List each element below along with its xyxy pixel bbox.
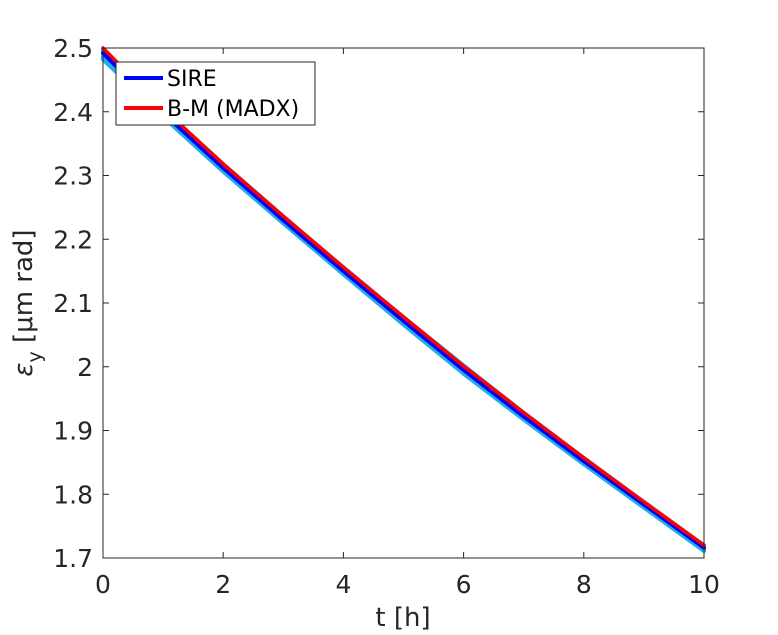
series-layer <box>101 46 706 550</box>
x-tick-label-2: 4 <box>335 570 351 599</box>
tick-marks <box>102 47 705 559</box>
y-tick-label-6: 2.3 <box>53 162 93 191</box>
data-point-b-m-madx-5 <box>401 315 406 319</box>
data-point-sire-6 <box>462 368 466 372</box>
data-point-sire-4 <box>341 269 345 273</box>
legend-box <box>115 61 316 126</box>
data-point-sire-2 <box>221 166 225 170</box>
y-tick-labels: 1.7 1.8 1.9 2 2.1 2.2 2.3 2.4 2.5 <box>53 34 93 573</box>
legend: SIRE B-M (MADX) <box>115 61 316 126</box>
y-tick-label-0: 1.7 <box>53 544 93 573</box>
y-axis-label-text: εy [μm rad] <box>9 229 46 376</box>
data-point-sire-5 <box>401 319 406 323</box>
data-point-b-m-madx-3 <box>281 214 285 218</box>
x-tick-label-4: 8 <box>576 570 592 599</box>
data-point-b-m-madx-2 <box>221 162 225 166</box>
y-tick-label-1: 1.8 <box>53 480 93 509</box>
y-tick-label-8: 2.5 <box>53 34 93 63</box>
data-point-sire-7 <box>522 414 526 419</box>
y-axis-label-epsilon: ε <box>9 363 39 377</box>
x-tick-label-5: 10 <box>688 570 720 599</box>
y-tick-label-4: 2.1 <box>53 289 93 318</box>
y-axis-label-units: [μm rad] <box>9 229 39 351</box>
data-point-b-m-madx-9 <box>642 500 646 504</box>
x-tick-labels: 0 2 4 6 8 10 <box>95 570 720 599</box>
data-point-b-m-madx-8 <box>582 456 586 460</box>
y-axis-label-subscript: y <box>24 351 46 362</box>
y-axis-label: εy [μm rad] <box>9 229 46 376</box>
y-tick-label-2: 1.9 <box>53 417 93 446</box>
x-tick-label-0: 0 <box>95 570 111 599</box>
data-point-b-m-madx-6 <box>462 364 466 368</box>
x-tick-label-3: 6 <box>456 570 472 599</box>
y-tick-label-3: 2 <box>77 353 93 382</box>
data-point-sire-3 <box>281 218 285 222</box>
y-tick-label-7: 2.4 <box>53 98 93 127</box>
legend-label-sire: SIRE <box>167 67 217 92</box>
x-axis-label: t [h] <box>375 603 430 633</box>
data-point-b-m-madx-4 <box>341 265 345 269</box>
plot-area <box>101 46 706 559</box>
data-point-b-m-madx-7 <box>522 411 526 415</box>
legend-label-bm-madx: B-M (MADX) <box>167 97 299 122</box>
y-tick-label-5: 2.2 <box>53 225 93 254</box>
x-tick-label-1: 2 <box>215 570 231 599</box>
